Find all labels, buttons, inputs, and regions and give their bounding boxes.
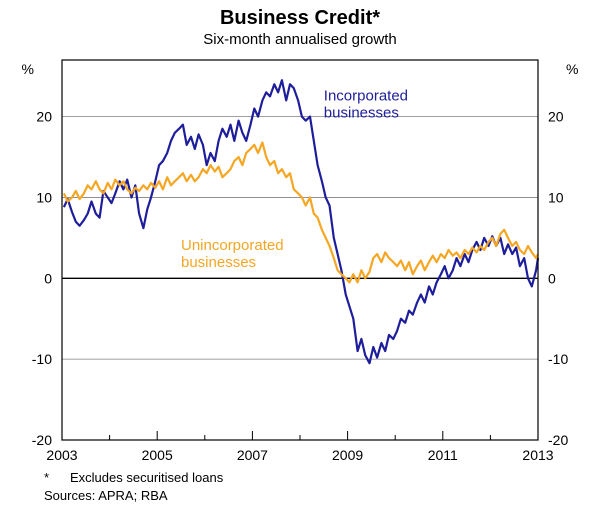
- x-tick-label: 2007: [237, 447, 268, 463]
- y-unit-left: %: [22, 61, 34, 77]
- y-tick-left: -10: [32, 351, 52, 367]
- business-credit-chart: Business Credit* Six-month annualised gro…: [0, 0, 600, 515]
- footnote-marker: *: [44, 470, 49, 485]
- y-tick-right: 0: [548, 270, 556, 286]
- chart-title: Business Credit*: [220, 7, 380, 29]
- x-tick-label: 2013: [522, 447, 553, 463]
- sources-text: Sources: APRA; RBA: [44, 488, 168, 503]
- x-tick-label: 2003: [46, 447, 77, 463]
- series-label: businesses: [181, 254, 256, 271]
- chart-subtitle: Six-month annualised growth: [203, 31, 396, 48]
- y-tick-right: 20: [548, 109, 564, 125]
- chart-svg: Business Credit* Six-month annualised gro…: [0, 0, 600, 515]
- footnote-text: Excludes securitised loans: [70, 470, 224, 485]
- y-tick-right: 10: [548, 189, 564, 205]
- series-label: Incorporated: [324, 87, 408, 104]
- y-tick-left: -20: [32, 432, 52, 448]
- series-label: businesses: [324, 104, 399, 121]
- x-tick-label: 2005: [142, 447, 173, 463]
- y-tick-right: -20: [548, 432, 568, 448]
- y-unit-right: %: [566, 61, 578, 77]
- x-tick-label: 2011: [428, 447, 458, 463]
- y-tick-right: -10: [548, 351, 568, 367]
- y-tick-left: 10: [36, 189, 52, 205]
- y-tick-left: 0: [44, 270, 52, 286]
- series-label: Unincorporated: [181, 237, 284, 254]
- y-tick-left: 20: [36, 109, 52, 125]
- x-tick-label: 2009: [332, 447, 363, 463]
